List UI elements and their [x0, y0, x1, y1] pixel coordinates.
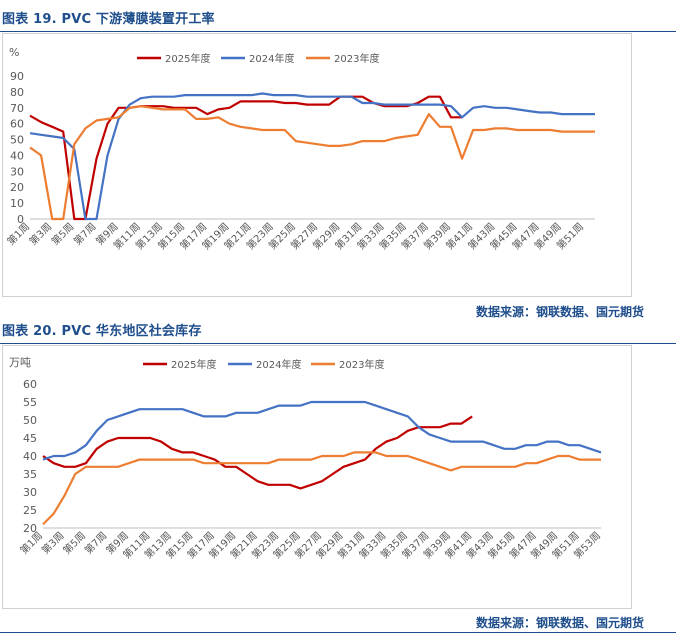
y-tick-label: 90: [10, 70, 24, 83]
y-tick-label: 50: [10, 134, 24, 147]
series-line-3: [29, 105, 595, 221]
figure-19-title: 图表 19. PVC 下游薄膜装置开工率: [2, 12, 215, 27]
y-tick-label: 10: [10, 197, 24, 210]
chart-panel-19: % 0 10 20 30 40 50 60 70 80 90 第1周 第3周 第5周 第7周 第9周 第11周第…: [2, 33, 632, 297]
series-line-2: [42, 400, 602, 461]
legend-label: 2023年度: [334, 52, 379, 65]
y-tick-label: 40: [10, 149, 24, 162]
y-tick-label: 35: [23, 468, 37, 481]
x-tick-label: 第3周: [26, 220, 54, 248]
x-tick-label: 第3周: [39, 529, 67, 557]
legend-label: 2024年度: [249, 52, 294, 65]
x-tick-label: 第7周: [71, 220, 99, 248]
title-rule-19: [0, 31, 676, 32]
y-tick-label: 50: [23, 414, 37, 427]
legend-label: 2024年度: [256, 358, 301, 371]
y-tick-label: 60: [10, 118, 24, 131]
y-tick-label: 20: [10, 181, 24, 194]
y-tick-label: 30: [10, 165, 24, 178]
x-tick-label: 第5周: [49, 220, 77, 248]
y-unit-label: %: [9, 46, 19, 59]
y-unit-label: 万吨: [9, 356, 31, 369]
legend-label: 2025年度: [165, 52, 210, 65]
legend-label: 2025年度: [171, 358, 216, 371]
y-tick-label: 0: [17, 213, 24, 226]
y-tick-label: 20: [23, 522, 37, 535]
y-tick-label: 40: [23, 450, 37, 463]
y-tick-label: 25: [23, 504, 37, 517]
source-note-19: 数据来源：钢联数据、国元期货: [475, 305, 644, 319]
y-tick-label: 30: [23, 486, 37, 499]
legend-label: 2023年度: [339, 358, 384, 371]
figure-20-title: 图表 20. PVC 华东地区社会库存: [2, 324, 202, 339]
title-rule-20: [0, 343, 676, 344]
utilization-chart: %0102030405060708090第1周第3周第5周第7周第9周第11周第…: [4, 46, 595, 252]
series-line-1: [29, 95, 463, 221]
series-line-3: [42, 451, 601, 526]
chart-panel-20: 万吨 20 25 30 35 40 45 50 55 60 第1周 第3周 第5周 第7周 第9周 第11周第…: [2, 345, 632, 609]
y-tick-label: 80: [10, 86, 24, 99]
x-tick-label: 第5周: [60, 529, 88, 557]
inventory-chart: 万吨202530354045505560第1周第3周第5周第7周第9周第11周第…: [9, 356, 603, 561]
source-note-20: 数据来源：钢联数据、国元期货: [475, 616, 644, 630]
bottom-rule: [0, 632, 676, 633]
y-tick-label: 70: [10, 102, 24, 115]
y-tick-label: 60: [23, 378, 37, 391]
x-tick-label: 第7周: [82, 529, 110, 557]
y-tick-label: 55: [23, 396, 37, 409]
series-line-1: [42, 415, 473, 490]
y-tick-label: 45: [23, 432, 37, 445]
